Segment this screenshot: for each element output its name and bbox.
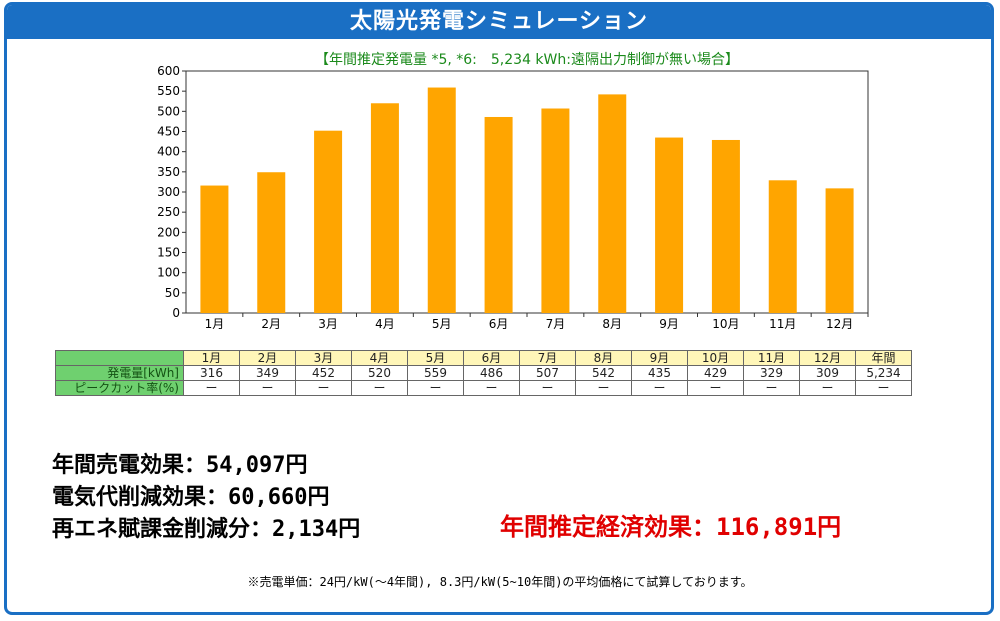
generation-table: 1月 2月 3月 4月 5月 6月 7月 8月 9月 10月 11月 12月 年間 発電量[kWh] 3… xyxy=(55,350,912,396)
y-tick-label: 50 xyxy=(165,286,180,300)
bar-9月 xyxy=(655,137,684,313)
y-tick-label: 200 xyxy=(157,225,180,239)
x-tick-label: 9月 xyxy=(659,317,679,331)
table-header-cell: 年間 xyxy=(855,350,912,366)
y-tick-label: 100 xyxy=(157,266,180,280)
table-cell: ー xyxy=(687,380,744,396)
table-cell: ー xyxy=(799,380,856,396)
bar-8月 xyxy=(598,94,627,313)
table-cell: ー xyxy=(295,380,352,396)
table-cell: ー xyxy=(631,380,688,396)
table-header-cell: 5月 xyxy=(407,350,464,366)
table-cell: 316 xyxy=(183,365,240,381)
x-tick-label: 6月 xyxy=(489,317,509,331)
row-label-peak-cut: ピークカット率(%) xyxy=(55,380,184,396)
table-cell: 329 xyxy=(743,365,800,381)
table-header-cell: 3月 xyxy=(295,350,352,366)
bar-5月 xyxy=(427,87,456,313)
table-header-cell: 11月 xyxy=(743,350,800,366)
page-title: 太陽光発電シミュレーション xyxy=(7,5,991,39)
x-tick-label: 11月 xyxy=(769,317,796,331)
table-header-cell: 10月 xyxy=(687,350,744,366)
y-tick-label: 450 xyxy=(157,125,180,139)
table-corner xyxy=(55,350,184,366)
chart-title: 【年間推定発電量 *5, *6: 5,234 kWh:遠隔出力制御が無い場合】 xyxy=(315,52,739,68)
row-label-generation: 発電量[kWh] xyxy=(55,365,184,381)
table-row-peak-cut: ピークカット率(%) ーーーーーーーーーーーーー xyxy=(55,380,912,396)
y-tick-label: 500 xyxy=(157,104,180,118)
table-cell: 559 xyxy=(407,365,464,381)
bar-6月 xyxy=(484,116,513,313)
x-tick-label: 10月 xyxy=(712,317,739,331)
x-tick-label: 7月 xyxy=(546,317,566,331)
table-cell: ー xyxy=(351,380,408,396)
footnote: ※売電単価：24円/kW(～4年間), 8.3円/kW(5~10年間)の平均価格… xyxy=(247,575,753,589)
table-cell: ー xyxy=(407,380,464,396)
table-cell: ー xyxy=(239,380,296,396)
x-tick-label: 8月 xyxy=(602,317,622,331)
y-tick-label: 0 xyxy=(172,306,180,320)
table-header-cell: 9月 xyxy=(631,350,688,366)
table-cell: 452 xyxy=(295,365,352,381)
electricity-saving-text: 電気代削減効果：60,660円 xyxy=(52,485,330,510)
table-header-cell: 8月 xyxy=(575,350,632,366)
x-tick-label: 2月 xyxy=(261,317,281,331)
table-cell: ー xyxy=(575,380,632,396)
y-tick-label: 400 xyxy=(157,145,180,159)
sales-effect-text: 年間売電効果：54,097円 xyxy=(52,453,308,478)
table-header-cell: 7月 xyxy=(519,350,576,366)
x-tick-label: 3月 xyxy=(318,317,338,331)
y-tick-label: 550 xyxy=(157,84,180,98)
bar-12月 xyxy=(825,188,854,313)
total-economic-effect: 年間推定経済効果：116,891円 xyxy=(500,513,842,541)
table-cell: 429 xyxy=(687,365,744,381)
table-cell: ー xyxy=(519,380,576,396)
bar-11月 xyxy=(768,180,797,313)
y-tick-label: 250 xyxy=(157,205,180,219)
table-header-cell: 1月 xyxy=(183,350,240,366)
bar-1月 xyxy=(200,185,229,313)
bar-7月 xyxy=(541,108,570,313)
x-tick-label: 1月 xyxy=(205,317,225,331)
y-tick-label: 350 xyxy=(157,165,180,179)
bar-4月 xyxy=(370,103,399,314)
table-cell: 309 xyxy=(799,365,856,381)
table-cell: 435 xyxy=(631,365,688,381)
table-cell: ー xyxy=(463,380,520,396)
table-cell: ー xyxy=(743,380,800,396)
bar-2月 xyxy=(257,172,286,313)
x-tick-label: 12月 xyxy=(826,317,853,331)
table-cell: 520 xyxy=(351,365,408,381)
monthly-generation-chart: 【年間推定発電量 *5, *6: 5,234 kWh:遠隔出力制御が無い場合】 0… xyxy=(157,52,869,331)
table-cell: 486 xyxy=(463,365,520,381)
y-tick-label: 300 xyxy=(157,185,180,199)
table-header-row: 1月 2月 3月 4月 5月 6月 7月 8月 9月 10月 11月 12月 年間 xyxy=(55,350,912,366)
table-header-cell: 12月 xyxy=(799,350,856,366)
table-cell: 5,234 xyxy=(855,365,912,381)
table-cell: 349 xyxy=(239,365,296,381)
y-tick-label: 150 xyxy=(157,246,180,260)
table-cell: 542 xyxy=(575,365,632,381)
table-cell: 507 xyxy=(519,365,576,381)
table-cell: ー xyxy=(855,380,912,396)
x-tick-label: 5月 xyxy=(432,317,452,331)
plot-area xyxy=(185,70,869,314)
renewable-levy-saving-text: 再エネ賦課金削減分：2,134円 xyxy=(52,517,361,542)
bar-10月 xyxy=(711,139,740,313)
bar-3月 xyxy=(314,130,343,313)
y-tick-label: 600 xyxy=(157,64,180,78)
table-cell: ー xyxy=(183,380,240,396)
table-header-cell: 6月 xyxy=(463,350,520,366)
table-header-cell: 2月 xyxy=(239,350,296,366)
table-header-cell: 4月 xyxy=(351,350,408,366)
table-row-generation: 発電量[kWh] 316 349 452 520 559 486 507 542 435 429 3… xyxy=(55,365,912,381)
x-tick-label: 4月 xyxy=(375,317,395,331)
